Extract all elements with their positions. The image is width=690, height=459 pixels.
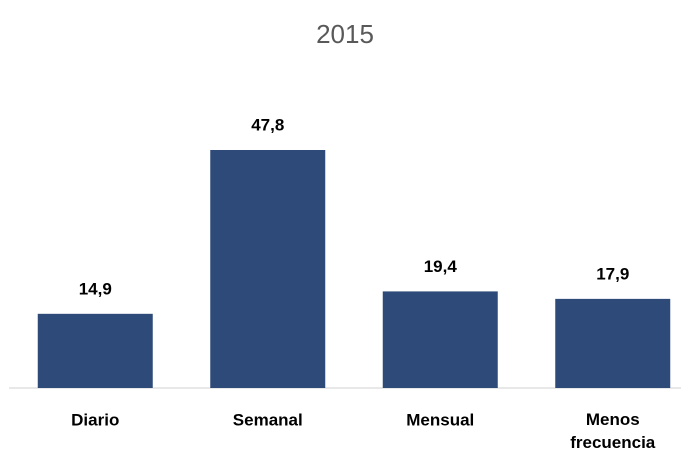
x-tick-label: Semanal <box>233 410 303 429</box>
data-label: 19,4 <box>424 257 458 276</box>
x-tick-label: Menos frecuencia <box>570 410 656 452</box>
bar <box>37 313 153 388</box>
data-label: 47,8 <box>251 115 284 134</box>
x-tick-label: Mensual <box>406 410 474 429</box>
bar <box>555 298 671 388</box>
bar <box>210 150 326 388</box>
data-label: 14,9 <box>79 279 112 298</box>
chart-title: 2015 <box>316 19 374 49</box>
x-tick-label: Diario <box>71 410 119 429</box>
data-label: 17,9 <box>596 264 629 283</box>
bar <box>382 291 498 388</box>
